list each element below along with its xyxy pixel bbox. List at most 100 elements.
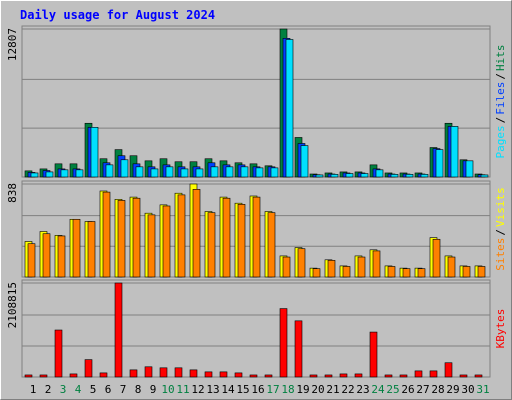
x-tick-label: 27 [416,383,429,396]
x-tick-label: 18 [281,383,294,396]
x-tick-label: 16 [251,383,264,396]
legend-entry: Visits [494,187,507,227]
bar [195,168,204,178]
y-tick-label: 838 [6,183,19,203]
bar [75,169,84,178]
bar [219,371,228,378]
bar [234,372,243,378]
bar [207,212,216,278]
bar [399,374,408,378]
bar [204,371,213,378]
bar [24,374,33,378]
x-tick-label: 5 [90,383,97,396]
bar [150,168,159,178]
bar [117,200,126,278]
chart-title: Daily usage for August 2024 [20,8,215,22]
bar [105,164,114,178]
bar [417,268,426,278]
legend-entry: Pages [494,125,507,158]
bar [69,373,78,378]
bar [114,282,123,378]
bar [447,256,456,278]
x-tick-label: 23 [356,383,369,396]
y-tick-label: 12807 [6,28,19,61]
legend: KBytes [494,309,507,349]
bar [162,205,171,278]
bar [369,331,378,378]
bar [30,172,39,178]
x-tick-label: 1 [30,383,37,396]
bar [402,268,411,278]
bar [315,174,324,178]
bar [459,374,468,378]
x-tick-label: 2 [45,383,52,396]
bar [360,173,369,178]
x-tick-label: 20 [311,383,324,396]
panel [21,279,491,378]
x-tick-label: 11 [176,383,189,396]
bar [180,168,189,178]
bar [174,367,183,378]
legend-entry: Sites [494,238,507,271]
bar [339,373,348,378]
x-tick-label: 21 [326,383,339,396]
bar [282,256,291,278]
bar [210,166,219,178]
panel [21,25,491,178]
bar [324,374,333,378]
bar [90,127,99,178]
x-tick-label: 15 [236,383,249,396]
bar [87,221,96,278]
bar [249,374,258,378]
bar [147,214,156,278]
x-tick-label: 6 [105,383,112,396]
bar [45,171,54,178]
legend: Pages/Files/Hits [494,45,507,159]
bar [60,169,69,178]
x-tick-label: 4 [75,383,82,396]
bar [57,235,66,278]
bar [312,268,321,278]
bar [462,266,471,278]
bar [429,370,438,378]
x-tick-label: 22 [341,383,354,396]
bar [120,159,129,178]
bar [270,167,279,178]
bar [135,166,144,178]
x-tick-label: 7 [120,383,127,396]
bar [450,126,459,178]
x-tick-label: 8 [135,383,142,396]
x-tick-label: 17 [266,383,279,396]
x-tick-label: 29 [446,383,459,396]
x-tick-label: 25 [386,383,399,396]
legend: Sites / Visits [494,187,507,271]
bar [465,160,474,178]
bar [279,308,288,378]
bar [345,173,354,178]
bar [384,374,393,378]
x-tick-label: 24 [371,383,385,396]
bar [264,374,273,378]
bar [327,260,336,278]
bar [480,174,489,178]
bar [267,212,276,278]
bar [189,369,198,378]
bar [477,266,486,278]
bar [330,174,339,178]
bar [297,248,306,278]
bar [285,39,294,178]
x-tick-label: 30 [461,383,474,396]
bar [165,166,174,178]
bar [420,174,429,178]
bar [72,218,81,278]
bar [159,367,168,378]
bar [390,174,399,178]
y-tick-label: 2108815 [6,282,19,328]
bar [99,372,108,378]
bar [144,366,153,378]
bar [342,266,351,278]
bar [129,369,138,378]
x-tick-label: 10 [161,383,174,396]
